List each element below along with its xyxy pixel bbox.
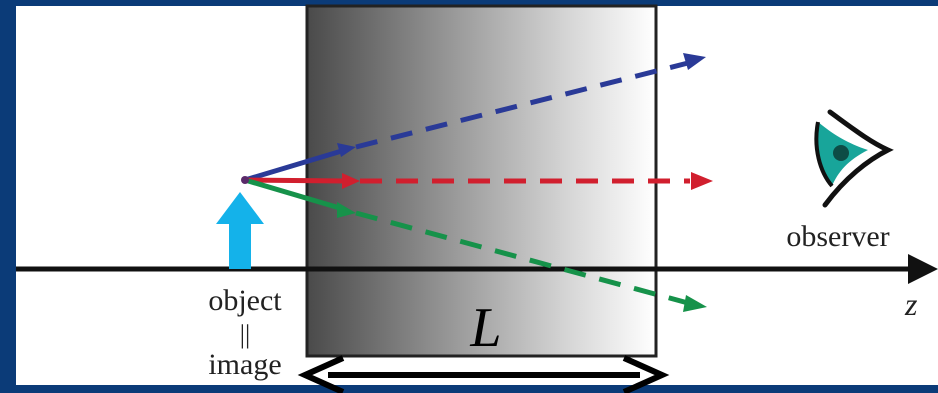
object-label: object bbox=[208, 284, 282, 317]
ray-origin bbox=[241, 176, 249, 184]
ray-blue bbox=[244, 53, 706, 183]
length-double-arrow bbox=[297, 355, 670, 393]
eye-icon bbox=[814, 109, 894, 208]
observer-label: observer bbox=[786, 220, 889, 253]
length-label: L bbox=[469, 297, 501, 359]
ray-green bbox=[244, 177, 707, 312]
equals-label: || bbox=[240, 320, 250, 349]
optical-axis bbox=[16, 254, 938, 284]
axis-arrowhead bbox=[908, 254, 938, 284]
up-arrow-icon bbox=[216, 192, 264, 224]
axis-label-z: z bbox=[904, 286, 918, 322]
object-arrow bbox=[216, 192, 264, 269]
image-label: image bbox=[208, 348, 281, 381]
ray-red bbox=[244, 172, 713, 190]
